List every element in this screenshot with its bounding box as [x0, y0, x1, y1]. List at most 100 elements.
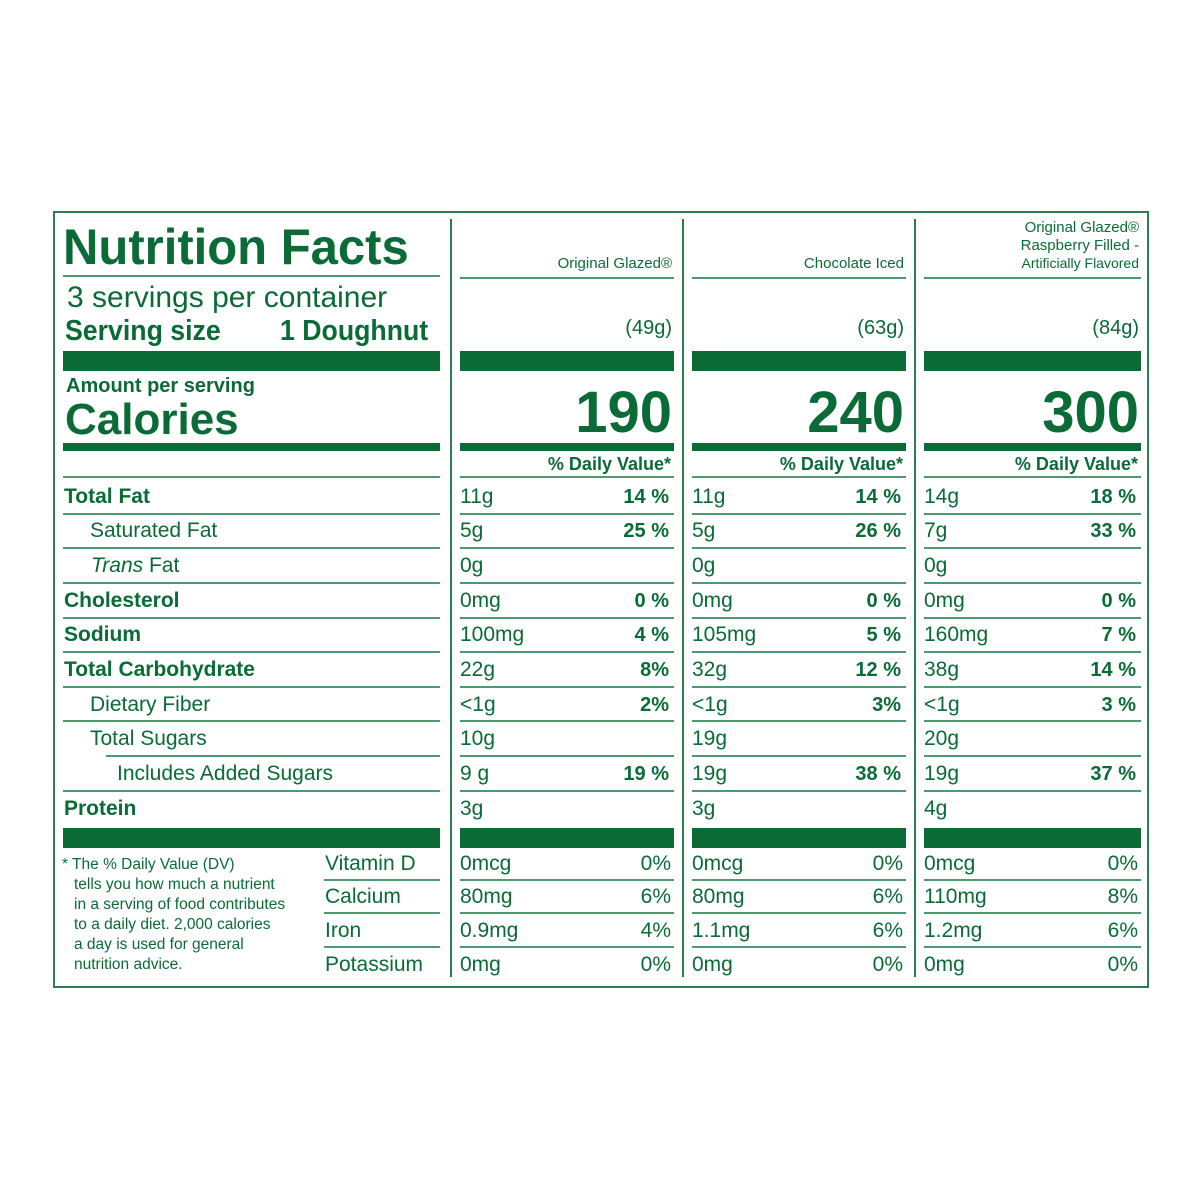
vitamin-amount: 0mg: [924, 953, 965, 976]
vitamin-amount: 1.2mg: [924, 919, 983, 942]
divider: [924, 617, 1141, 619]
trans-italic: Trans: [91, 554, 144, 577]
divider: [460, 513, 674, 515]
divider: [692, 476, 906, 478]
nutrient-amount: 7g: [924, 519, 948, 542]
divider: [460, 547, 674, 549]
nutrient-amount: 32g: [692, 658, 728, 681]
footnote-line: to a daily diet. 2,000 calories: [74, 916, 271, 933]
nutrient-amount: 19g: [924, 762, 960, 785]
nutrient-added-sugars: Includes Added Sugars: [117, 762, 333, 785]
divider: [924, 946, 1141, 948]
vitamin-amount: 80mg: [460, 885, 513, 908]
divider: [324, 879, 440, 881]
divider: [692, 879, 906, 881]
product-name-line: Raspberry Filled -: [1020, 237, 1139, 254]
vitamin-daily-value: 4%: [640, 919, 671, 942]
divider: [63, 651, 440, 653]
nutrient-daily-value: 26 %: [855, 520, 901, 542]
nutrient-amount: 3g: [692, 797, 716, 820]
nutrient-amount: <1g: [692, 693, 728, 716]
daily-value-header: % Daily Value*: [1014, 454, 1138, 474]
calories-divider: [460, 443, 674, 451]
thick-divider: [924, 351, 1141, 371]
vitamin-daily-value: 8%: [1107, 885, 1138, 908]
daily-value-header: % Daily Value*: [779, 454, 903, 474]
vitamin-amount: 0.9mg: [460, 919, 519, 942]
nutrient-daily-value: 25 %: [623, 520, 669, 542]
divider: [692, 755, 906, 757]
serving-weight: (63g): [857, 317, 904, 339]
nutrient-daily-value: 0 %: [634, 590, 669, 612]
calories-value: 300: [1042, 380, 1139, 445]
divider: [63, 275, 440, 277]
thick-divider: [63, 351, 440, 371]
vitamin-daily-value: 0%: [1107, 953, 1138, 976]
nutrient-daily-value: 8%: [640, 659, 669, 681]
calories-divider: [63, 443, 440, 451]
divider: [692, 513, 906, 515]
thick-divider: [692, 828, 906, 848]
nutrient-dietary-fiber: Dietary Fiber: [90, 693, 211, 716]
divider: [924, 651, 1141, 653]
vitamin-daily-value: 6%: [640, 885, 671, 908]
divider: [692, 582, 906, 584]
nutrient-amount: 0mg: [924, 589, 965, 612]
footnote-line: nutrition advice.: [74, 956, 183, 973]
nutrient-amount: 19g: [692, 762, 728, 785]
divider: [460, 651, 674, 653]
vitamin-daily-value: 6%: [1107, 919, 1138, 942]
divider: [63, 547, 440, 549]
nutrient-amount: 11g: [460, 485, 494, 508]
divider: [63, 790, 440, 792]
nutrient-amount: 0g: [924, 554, 948, 577]
footnote-line: a day is used for general: [74, 936, 244, 953]
divider: [460, 686, 674, 688]
nutrient-daily-value: 33 %: [1090, 520, 1136, 542]
divider: [324, 912, 440, 914]
footnote-line: * The % Daily Value (DV): [62, 856, 235, 873]
vitamin-daily-value: 6%: [872, 919, 903, 942]
nutrient-amount: 105mg: [692, 623, 757, 646]
nutrient-daily-value: 12 %: [855, 659, 901, 681]
divider: [692, 946, 906, 948]
nutrient-amount: 22g: [460, 658, 496, 681]
trans-fat-rest: Fat: [143, 554, 180, 577]
nutrient-amount: 0mg: [692, 589, 733, 612]
nutrient-saturated-fat: Saturated Fat: [90, 519, 218, 542]
column-divider: [450, 219, 452, 977]
nutrient-amount: 160mg: [924, 623, 989, 646]
vitamin-amount: 0mg: [692, 953, 733, 976]
thick-divider: [460, 828, 674, 848]
servings-per-container: 3 servings per container: [67, 281, 388, 314]
nutrient-cholesterol: Cholesterol: [64, 589, 180, 612]
nutrient-trans-fat: Trans Fat: [91, 555, 179, 576]
vitamin-amount: 110mg: [924, 885, 987, 908]
divider: [460, 879, 674, 881]
vitamin-amount: 80mg: [692, 885, 745, 908]
nutrient-daily-value: 3%: [872, 694, 901, 716]
nutrient-amount: 0g: [692, 554, 716, 577]
divider: [63, 686, 440, 688]
divider: [324, 946, 440, 948]
nutrient-amount: 0g: [460, 554, 484, 577]
nutrient-daily-value: 4 %: [634, 624, 669, 646]
thick-divider: [692, 351, 906, 371]
nutrient-protein: Protein: [64, 797, 137, 820]
divider: [692, 547, 906, 549]
nutrient-amount: 0mg: [460, 589, 501, 612]
divider: [924, 879, 1141, 881]
daily-value-header: % Daily Value*: [547, 454, 671, 474]
nutrition-facts-panel: [53, 211, 1149, 988]
divider: [692, 686, 906, 688]
product-name-line: Artificially Flavored: [1021, 255, 1139, 271]
divider: [924, 686, 1141, 688]
product-name-line: Original Glazed®: [1024, 219, 1139, 236]
divider: [460, 476, 674, 478]
product-name-line: Chocolate Iced: [803, 255, 904, 272]
thick-divider: [63, 828, 440, 848]
divider: [106, 755, 440, 757]
label-title: Nutrition Facts: [63, 219, 409, 275]
divider: [460, 720, 674, 722]
footnote-line: tells you how much a nutrient: [74, 876, 275, 893]
